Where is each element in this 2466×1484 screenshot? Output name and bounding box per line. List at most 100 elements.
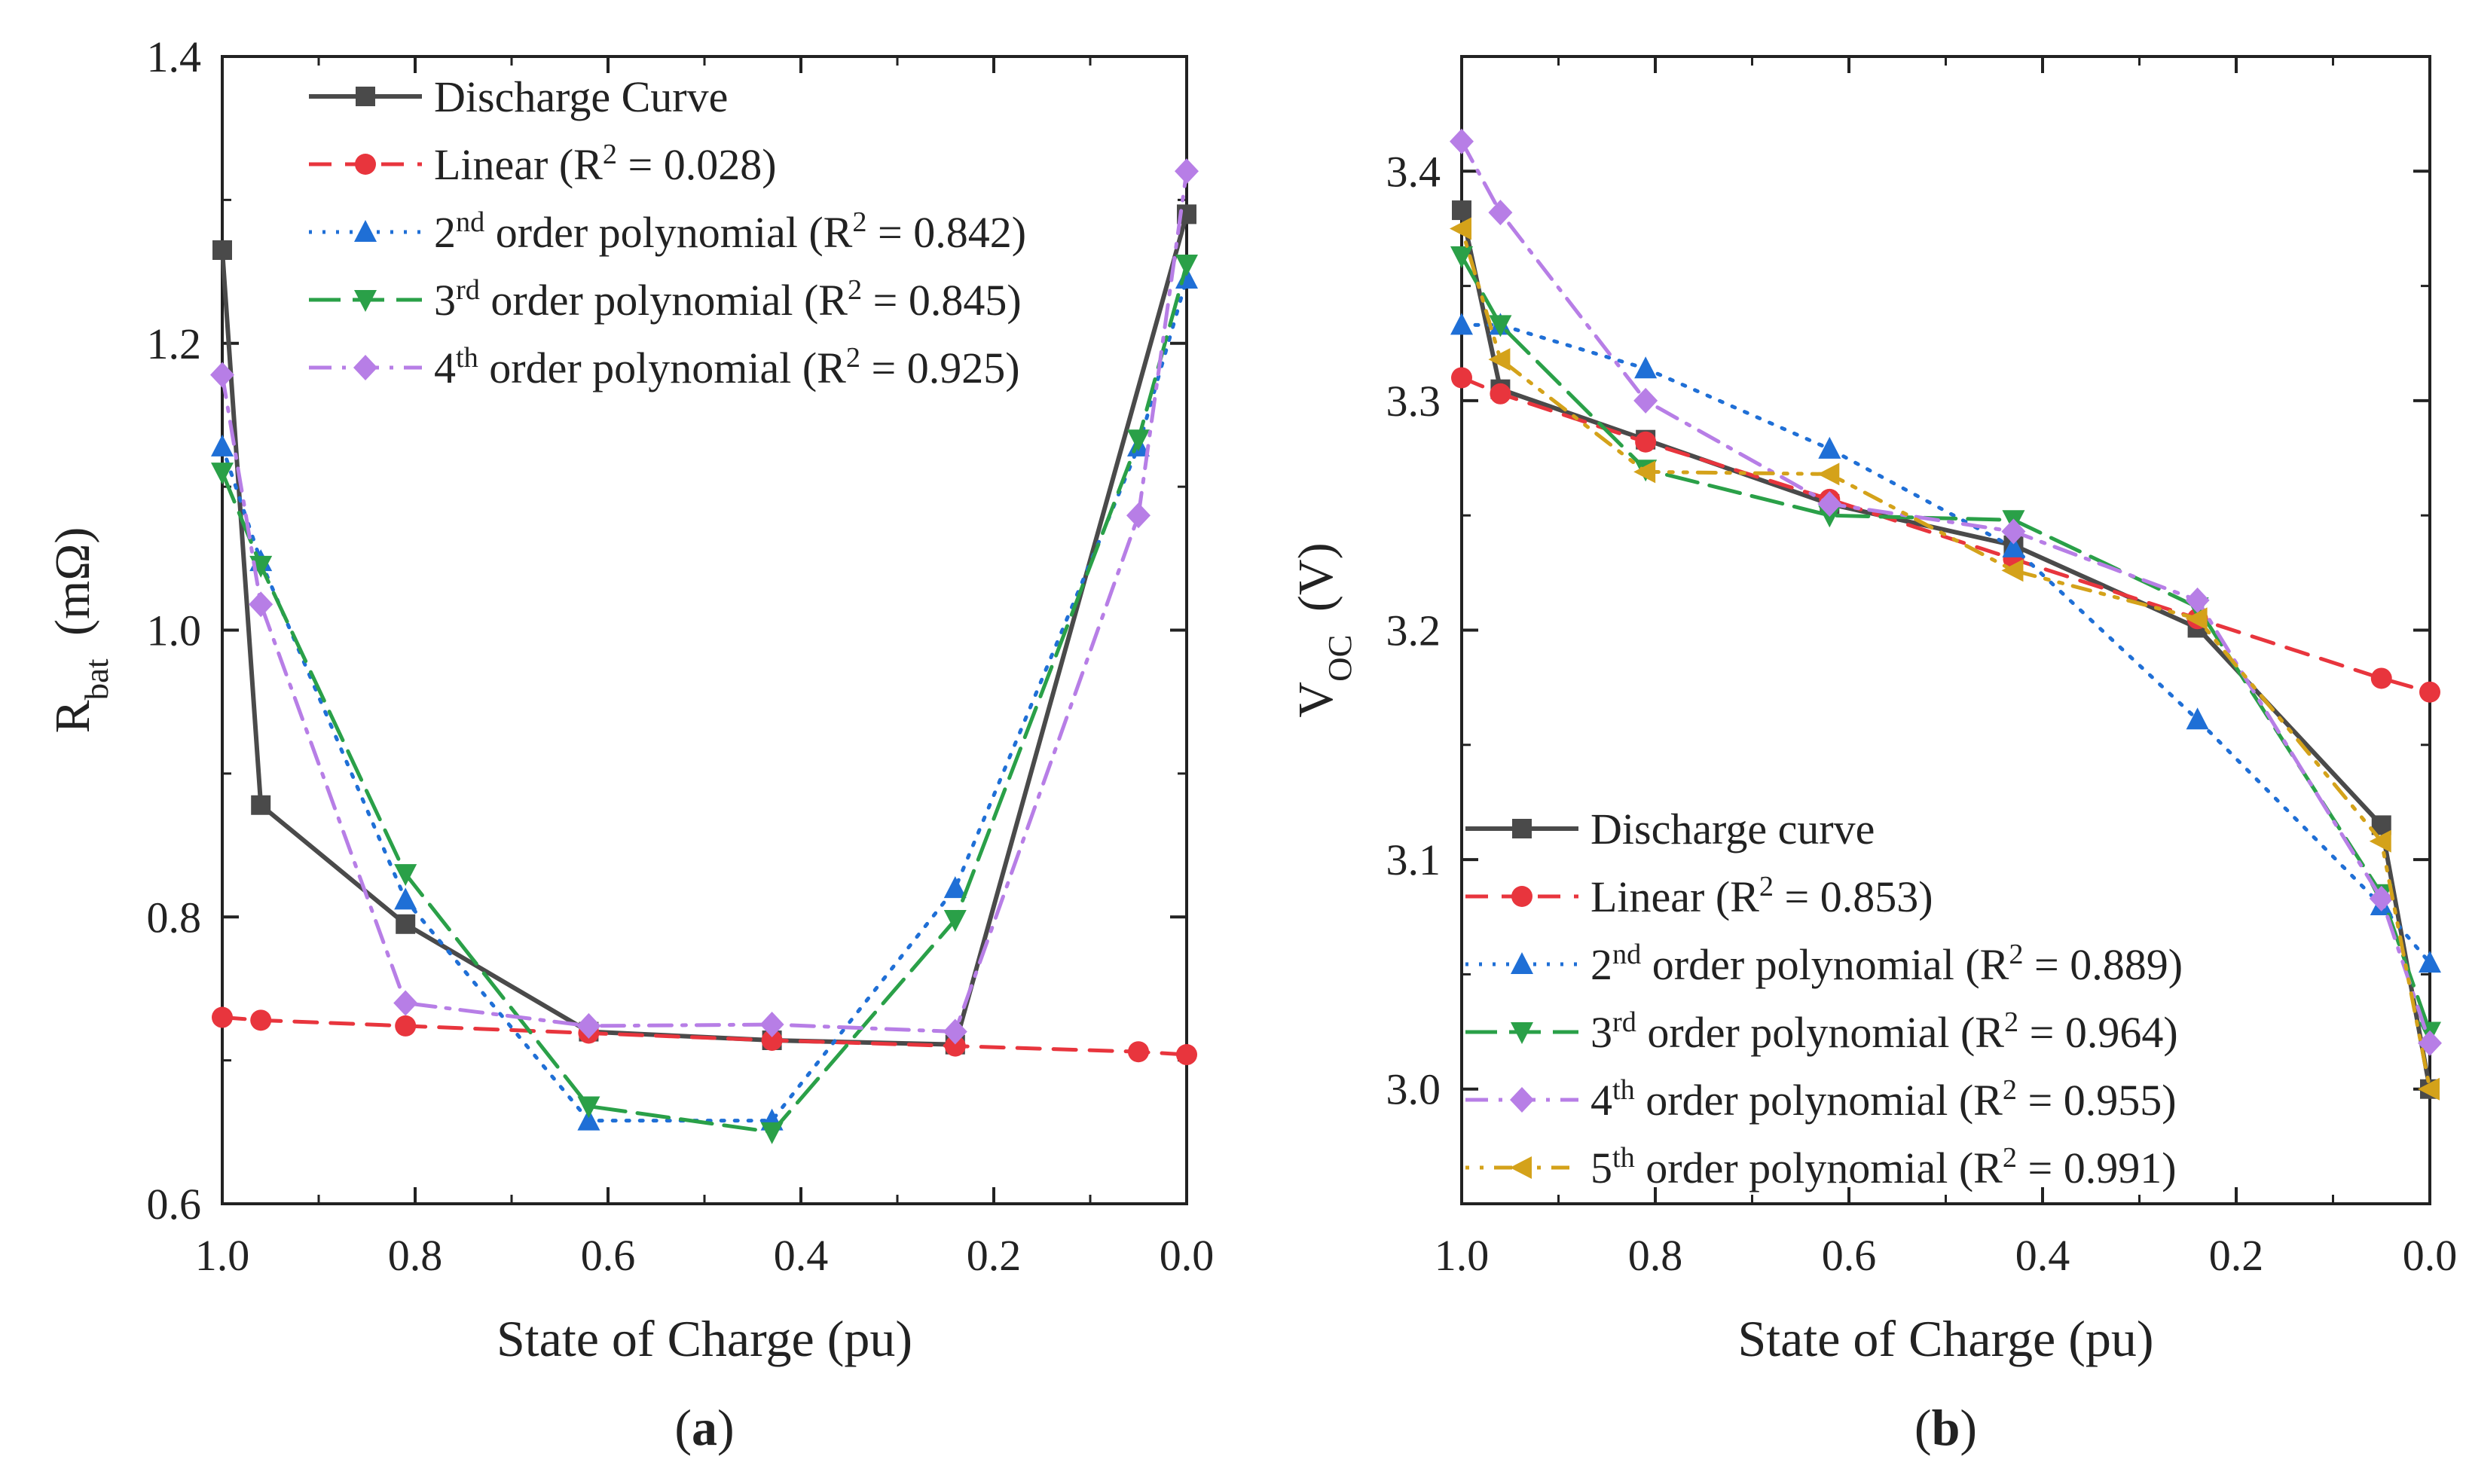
legend-entry-label: Discharge curve	[1591, 805, 1875, 853]
data-point	[576, 1012, 601, 1039]
data-point	[1818, 436, 1841, 459]
data-point	[759, 1012, 784, 1038]
y-tick-label: 0.8	[147, 893, 202, 942]
legend-entry-label: 2nd order polynomial (R2 = 0.889)	[1591, 939, 2183, 989]
data-point	[1817, 463, 1840, 486]
data-point	[1635, 431, 1657, 453]
series-line	[1459, 322, 2432, 965]
data-point	[943, 876, 967, 899]
legend-entry-label: 5th order polynomial (R2 = 0.991)	[1591, 1142, 2177, 1192]
data-point	[1175, 158, 1199, 185]
x-axis-label: State of Charge (pu)	[497, 1310, 912, 1367]
x-tick-label: 0.4	[2015, 1231, 2070, 1280]
chart-panel-b: 1.0 0.8 0.6 0.4 0.2 0.0 3.0 3.1 3.2 3.3 3.4 State o…	[1288, 55, 2458, 1456]
data-point	[2369, 829, 2391, 853]
data-point	[1450, 128, 1474, 154]
series-line	[220, 169, 1189, 1034]
legend-swatch-marker	[1510, 1087, 1534, 1113]
y-tick-label: 3.3	[1386, 377, 1441, 426]
x-tick-label: 0.6	[1822, 1231, 1877, 1280]
legend: Discharge Curve Linear (R2 = 0.028) 2nd or…	[309, 72, 1026, 392]
data-point	[1817, 490, 1842, 517]
x-tick-label: 0.0	[2403, 1231, 2458, 1280]
data-point	[394, 887, 417, 910]
y-tick-label: 1.0	[147, 606, 202, 655]
legend-entry-label: Discharge Curve	[434, 72, 728, 121]
data-point	[251, 795, 271, 815]
panel-label-b: (b)	[1914, 1399, 1977, 1456]
data-point	[393, 990, 418, 1016]
series-line	[1459, 226, 2432, 1092]
legend-swatch-marker	[1511, 1022, 1533, 1044]
data-point	[1126, 502, 1150, 529]
data-point	[2186, 707, 2209, 730]
data-point	[1452, 200, 1471, 221]
data-point	[212, 240, 232, 261]
data-point	[2002, 535, 2025, 557]
panel-label-a: (a)	[674, 1399, 734, 1456]
legend-swatch-marker	[355, 154, 376, 175]
legend-entry-label: 4th order polynomial (R2 = 0.955)	[1591, 1074, 2177, 1125]
y-tick-label: 1.2	[147, 319, 202, 368]
data-point	[250, 1009, 272, 1031]
chart-panel-a: 1.0 0.8 0.6 0.4 0.2 0.0 0.6 0.8 1.0 1.2 1.4 State o…	[45, 32, 1214, 1456]
legend-swatch-marker	[1511, 886, 1532, 907]
data-point	[1450, 246, 1473, 269]
data-point	[2418, 1077, 2440, 1101]
series-line	[1459, 208, 2432, 1092]
x-tick-label: 0.8	[388, 1231, 443, 1280]
data-point	[1176, 1044, 1197, 1066]
y-axis-label: Rbat (mΩ)	[45, 527, 115, 734]
data-point	[1633, 460, 1656, 484]
data-point	[1489, 315, 1512, 337]
series-0	[212, 204, 1196, 1055]
series-3	[1450, 246, 2441, 1044]
data-point	[2419, 681, 2440, 703]
data-point	[944, 1035, 966, 1057]
data-point	[1634, 356, 1658, 379]
data-point	[943, 910, 967, 933]
series-line	[220, 212, 1189, 1047]
y-axis-label: VOC (V)	[1288, 542, 1358, 717]
legend-swatch-marker	[1511, 952, 1533, 974]
x-axis-label: State of Charge (pu)	[1737, 1310, 2153, 1367]
data-point	[2185, 587, 2210, 613]
legend-swatch-marker	[353, 355, 377, 380]
data-point	[577, 1096, 600, 1119]
data-point	[2369, 885, 2394, 911]
series-line	[1459, 139, 2432, 1046]
data-point	[249, 591, 273, 618]
data-point	[212, 1006, 233, 1028]
y-tick-label: 3.0	[1386, 1065, 1441, 1114]
data-point	[211, 434, 234, 456]
data-point	[1175, 255, 1198, 277]
y-tick-label: 1.4	[147, 32, 202, 81]
data-point	[943, 1018, 967, 1045]
data-point	[1633, 387, 1658, 414]
legend-swatch-marker	[354, 220, 377, 242]
data-point	[1488, 200, 1513, 226]
x-tick-label: 0.4	[774, 1231, 829, 1280]
legend-entry-label: Linear (R2 = 0.853)	[1591, 871, 1933, 921]
series-4	[210, 158, 1199, 1045]
x-tick-label: 1.0	[195, 1231, 250, 1280]
data-point	[2370, 667, 2392, 689]
data-point	[761, 1029, 783, 1051]
legend-entry-label: Linear (R2 = 0.028)	[434, 139, 777, 189]
series-line	[1459, 375, 2432, 695]
legend: Discharge curve Linear (R2 = 0.853) 2nd or…	[1465, 805, 2183, 1192]
x-tick-label: 0.0	[1160, 1231, 1215, 1280]
series-1	[212, 1006, 1197, 1066]
y-tick-label: 3.2	[1386, 606, 1441, 655]
data-point	[1451, 367, 1472, 389]
data-point	[2419, 951, 2441, 973]
legend-swatch-marker	[354, 290, 377, 312]
x-tick-label: 0.6	[581, 1231, 636, 1280]
x-tick-label: 0.2	[2209, 1231, 2264, 1280]
x-tick-label: 0.2	[967, 1231, 1022, 1280]
y-tick-label: 3.1	[1386, 835, 1441, 884]
data-point	[394, 864, 417, 887]
series-5	[1450, 217, 2440, 1101]
data-point	[2001, 559, 2024, 582]
